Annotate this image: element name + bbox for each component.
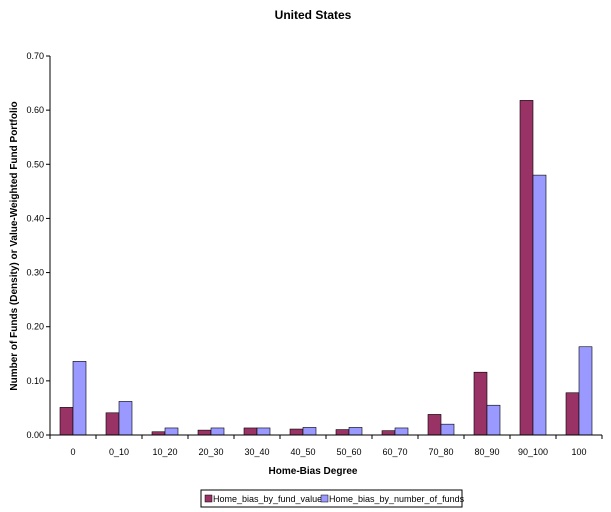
bar-number-of-funds-30_40 (256, 427, 271, 436)
x-tick-label: 0 (70, 447, 75, 457)
bar-number-of-funds-20_30 (210, 427, 225, 436)
legend-label-number-of-funds: Home_bias_by_number_of_funds (329, 494, 465, 504)
x-tick-label: 90_100 (518, 447, 548, 457)
legend-box (200, 489, 463, 508)
x-tick-label: 60_70 (382, 447, 407, 457)
x-tick-label: 100 (571, 447, 586, 457)
x-axis-title: Home-Bias Degree (269, 466, 358, 477)
bar-fund-value-100 (565, 392, 580, 436)
y-tick-label: 0.40 (26, 213, 44, 223)
legend-label-fund-value: Home_bias_by_fund_value (213, 494, 322, 504)
y-axis-title: Number of Funds (Density) or Value-Weigh… (9, 101, 20, 390)
x-tick-label: 80_90 (474, 447, 499, 457)
x-tick-label: 40_50 (290, 447, 315, 457)
x-tick-label: 0_10 (109, 447, 129, 457)
plot-area: 0.00 0.10 0.20 0.30 0.40 0.50 0.60 0.70 0 0_10 10_… (26, 51, 603, 457)
y-tick-label: 0.10 (26, 376, 44, 386)
bar-number-of-funds-60_70 (394, 427, 409, 436)
x-tick-label: 10_20 (152, 447, 177, 457)
bar-number-of-funds-50_60 (348, 427, 363, 436)
bar-fund-value-70_80 (427, 414, 442, 436)
y-tick-label: 0.60 (26, 105, 44, 115)
chart-title: United States (275, 8, 352, 22)
legend-swatch-fund-value (204, 494, 213, 503)
y-tick-label: 0.70 (26, 51, 44, 61)
x-tick-label: 30_40 (244, 447, 269, 457)
bar-number-of-funds-80_90 (486, 404, 501, 436)
bar-number-of-funds-90_100 (532, 174, 547, 436)
bar-fund-value-90_100 (519, 100, 534, 436)
x-tick-label: 50_60 (336, 447, 361, 457)
x-tick-label: 20_30 (198, 447, 223, 457)
bar-fund-value-20_30 (197, 429, 212, 436)
bar-fund-value-60_70 (381, 430, 396, 436)
legend-swatch-number-of-funds (320, 494, 329, 503)
bar-fund-value-30_40 (243, 427, 258, 436)
bar-fund-value-40_50 (289, 428, 304, 436)
bar-number-of-funds-40_50 (302, 427, 317, 436)
bar-fund-value-50_60 (335, 429, 350, 436)
bar-fund-value-0 (59, 407, 74, 436)
bar-number-of-funds-10_20 (164, 427, 179, 436)
bar-number-of-funds-0_10 (118, 401, 133, 436)
bar-number-of-funds-0 (72, 361, 87, 436)
y-tick-label: 0.00 (26, 430, 44, 440)
bar-number-of-funds-70_80 (440, 423, 455, 436)
y-tick-label: 0.20 (26, 322, 44, 332)
bar-fund-value-80_90 (473, 371, 488, 436)
legend: Home_bias_by_fund_value Home_bias_by_num… (200, 489, 465, 508)
bar-fund-value-0_10 (105, 412, 120, 436)
bar-number-of-funds-100 (578, 346, 593, 436)
x-tick-label: 70_80 (428, 447, 453, 457)
y-tick-label: 0.50 (26, 159, 44, 169)
y-tick-label: 0.30 (26, 268, 44, 278)
